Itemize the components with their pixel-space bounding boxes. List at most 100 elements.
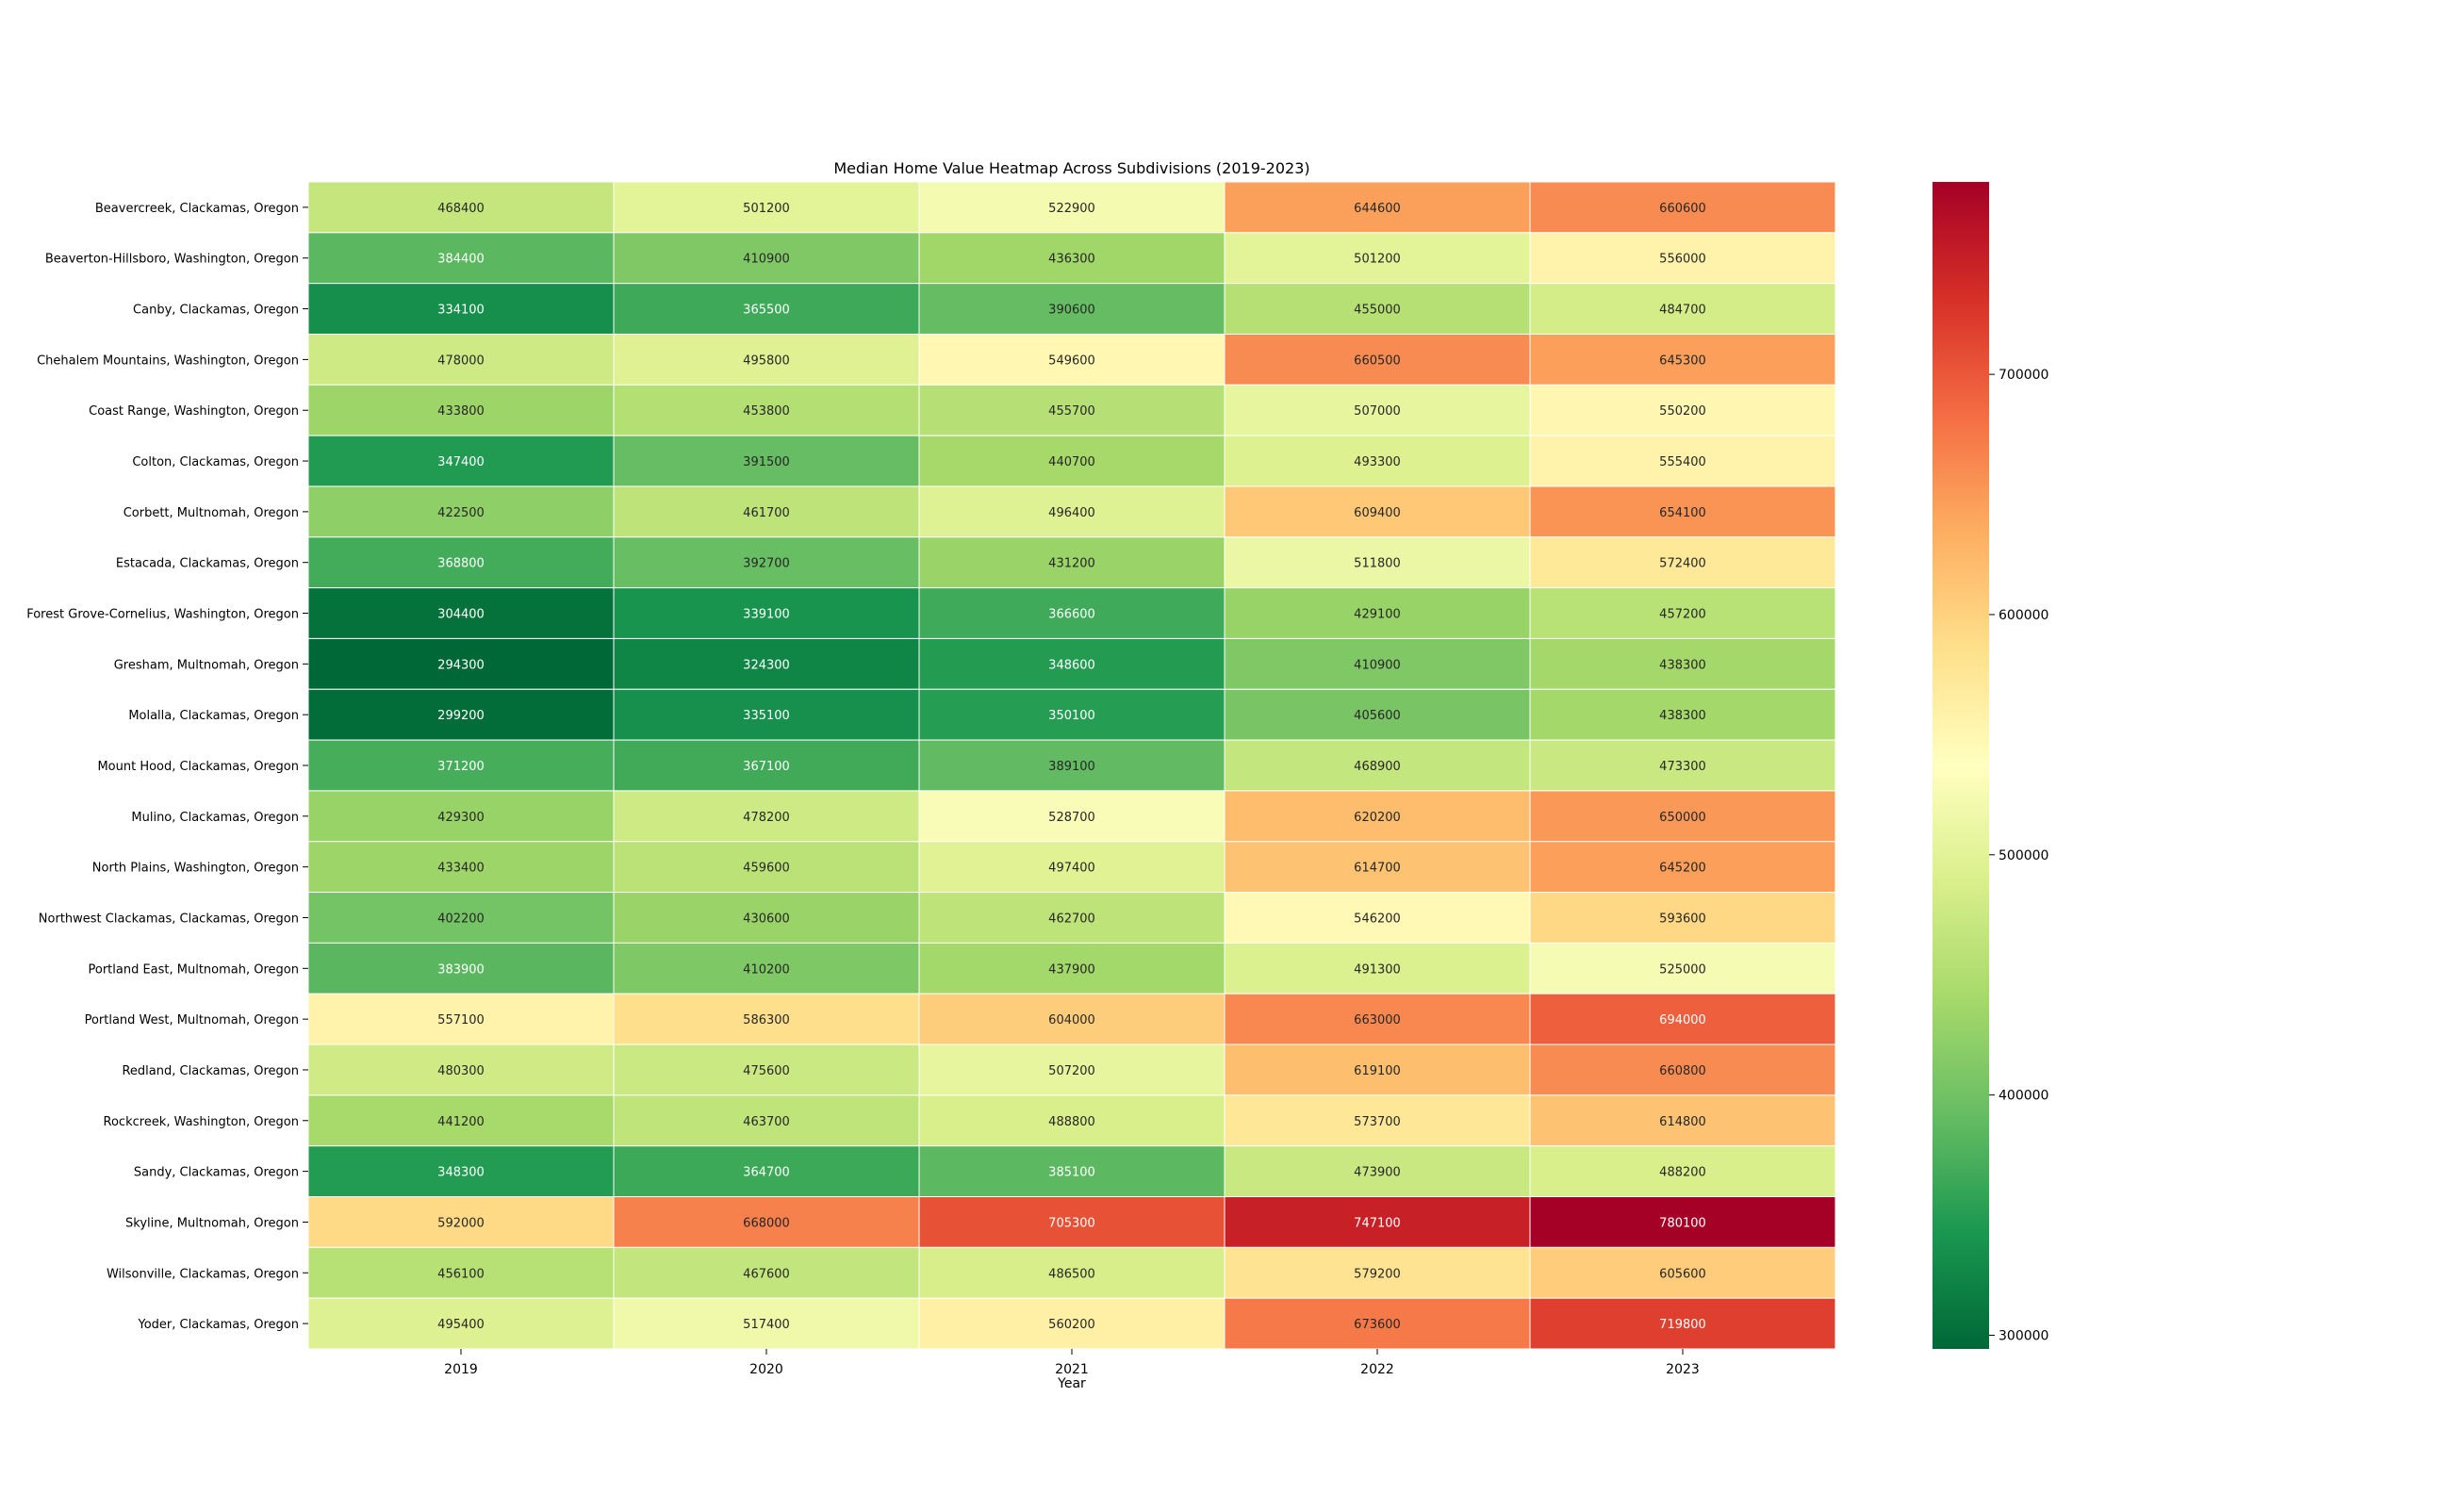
- cell-value-label: 673600: [1354, 1318, 1401, 1332]
- y-tick-label: Sandy, Clackamas, Oregon: [134, 1166, 299, 1180]
- y-tick-label: Coast Range, Washington, Oregon: [89, 404, 299, 419]
- cell-value-label: 480300: [437, 1064, 485, 1078]
- cell-value-label: 495400: [437, 1318, 485, 1332]
- heatmap-cells: 468400 501200 522900 644600 660600 384400 4109…: [307, 181, 1836, 1350]
- heatmap-cell: [918, 536, 1226, 589]
- cell-value-label: 484700: [1659, 304, 1706, 318]
- x-tick-labels: 2019 2020 2021 2022 2023: [444, 1349, 1700, 1377]
- cell-value-label: 347400: [437, 455, 485, 469]
- cell-value-label: 546200: [1354, 912, 1401, 926]
- y-tick-label: Corbett, Multnomah, Oregon: [123, 506, 299, 520]
- cell-value-label: 294300: [437, 658, 485, 672]
- cell-value-label: 557100: [437, 1013, 485, 1027]
- heatmap-cell: [307, 688, 615, 741]
- cell-value-label: 473900: [1354, 1166, 1401, 1180]
- cell-value-label: 654100: [1659, 506, 1706, 520]
- y-tick-label: Mulino, Clackamas, Oregon: [131, 811, 299, 825]
- heatmap-cell: [1224, 688, 1531, 741]
- heatmap-cell: [1529, 333, 1836, 386]
- heatmap-cell: [918, 587, 1226, 639]
- heatmap-cell: [613, 1246, 920, 1299]
- cell-value-label: 335100: [743, 709, 790, 723]
- cell-value-label: 550200: [1659, 404, 1706, 419]
- cell-value-label: 405600: [1354, 709, 1401, 723]
- cell-value-label: 511800: [1354, 557, 1401, 571]
- colorbar: 300000 400000 500000 600000 700000: [1933, 182, 2048, 1349]
- y-tick-label: Gresham, Multnomah, Oregon: [114, 658, 299, 672]
- cell-value-label: 371200: [437, 760, 485, 774]
- heatmap-cell: [613, 435, 920, 487]
- cell-value-label: 660800: [1659, 1064, 1706, 1078]
- heatmap-cell: [1224, 283, 1531, 335]
- cell-value-label: 365500: [743, 304, 790, 318]
- cell-value-label: 429100: [1354, 608, 1401, 622]
- cell-value-label: 402200: [437, 912, 485, 926]
- cell-value-label: 334100: [437, 304, 485, 318]
- heatmap-cell: [1529, 1044, 1836, 1096]
- heatmap-cell: [918, 333, 1226, 386]
- heatmap-cell: [307, 739, 615, 792]
- cell-value-label: 620200: [1354, 811, 1401, 825]
- cell-value-label: 324300: [743, 658, 790, 672]
- colorbar-tick-label: 400000: [1999, 1089, 2048, 1104]
- heatmap-cell: [1224, 181, 1531, 234]
- colorbar-tick-label: 300000: [1999, 1328, 2048, 1343]
- cell-value-label: 747100: [1354, 1216, 1401, 1230]
- heatmap-cell: [613, 536, 920, 589]
- cell-value-label: 614700: [1354, 862, 1401, 876]
- heatmap-cell: [1529, 1094, 1836, 1147]
- heatmap-cell: [613, 739, 920, 792]
- cell-value-label: 364700: [743, 1166, 790, 1180]
- heatmap-cell: [1529, 283, 1836, 335]
- cell-value-label: 392700: [743, 557, 790, 571]
- cell-value-label: 441200: [437, 1115, 485, 1129]
- cell-value-label: 549600: [1048, 353, 1095, 368]
- cell-value-label: 705300: [1048, 1216, 1095, 1230]
- cell-value-label: 478000: [437, 353, 485, 368]
- cell-value-label: 663000: [1354, 1013, 1401, 1027]
- cell-value-label: 592000: [437, 1216, 485, 1230]
- cell-value-label: 555400: [1659, 455, 1706, 469]
- heatmap-cell: [1529, 1145, 1836, 1198]
- cell-value-label: 456100: [437, 1267, 485, 1281]
- cell-value-label: 475600: [743, 1064, 790, 1078]
- cell-value-label: 455700: [1048, 404, 1095, 419]
- heatmap-cell: [1224, 1094, 1531, 1147]
- cell-value-label: 437900: [1048, 962, 1095, 977]
- cell-value-label: 473300: [1659, 760, 1706, 774]
- cell-value-label: 410900: [1354, 658, 1401, 672]
- cell-value-label: 422500: [437, 506, 485, 520]
- heatmap-cell: [918, 993, 1226, 1045]
- cell-value-label: 609400: [1354, 506, 1401, 520]
- cell-value-label: 694000: [1659, 1013, 1706, 1027]
- heatmap-cell: [307, 1246, 615, 1299]
- cell-value-label: 339100: [743, 608, 790, 622]
- cell-value-label: 780100: [1659, 1216, 1706, 1230]
- cell-value-label: 438300: [1659, 709, 1706, 723]
- heatmap-cell: [307, 485, 615, 538]
- heatmap-cell: [1224, 841, 1531, 894]
- cell-value-label: 493300: [1354, 455, 1401, 469]
- cell-value-label: 431200: [1048, 557, 1095, 571]
- cell-value-label: 348300: [437, 1166, 485, 1180]
- heatmap-cell: [307, 384, 615, 436]
- cell-value-label: 593600: [1659, 912, 1706, 926]
- heatmap-cell: [1224, 942, 1531, 994]
- cell-value-label: 586300: [743, 1013, 790, 1027]
- heatmap-cell: [613, 841, 920, 894]
- cell-value-label: 459600: [743, 862, 790, 876]
- heatmap-cell: [613, 333, 920, 386]
- y-tick-label: Rockcreek, Washington, Oregon: [104, 1115, 299, 1129]
- heatmap-cell: [918, 1246, 1226, 1299]
- cell-value-label: 495800: [743, 353, 790, 368]
- heatmap-cell: [307, 232, 615, 285]
- heatmap-cell: [1224, 536, 1531, 589]
- cell-value-label: 719800: [1659, 1318, 1706, 1332]
- cell-value-label: 645200: [1659, 862, 1706, 876]
- y-tick-labels: Beavercreek, Clackamas, Oregon Beaverton-…: [26, 202, 308, 1332]
- heatmap-cell: [307, 637, 615, 690]
- cell-value-label: 299200: [437, 709, 485, 723]
- heatmap-cell: [1529, 435, 1836, 487]
